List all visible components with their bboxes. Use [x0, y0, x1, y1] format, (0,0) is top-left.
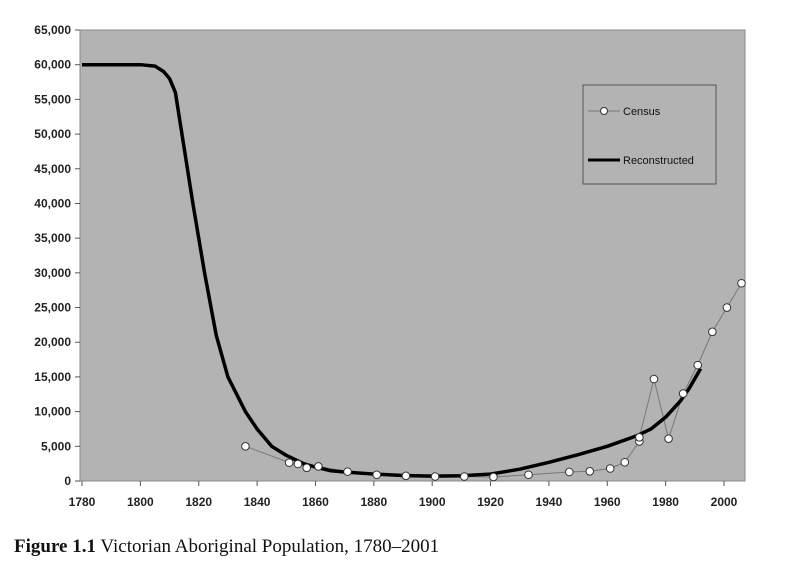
figure-caption: Figure 1.1 Victorian Aboriginal Populati…	[14, 536, 439, 558]
x-tick-label: 1860	[302, 495, 329, 509]
census-point	[314, 462, 323, 471]
census-point	[664, 434, 673, 443]
census-point	[524, 470, 533, 480]
y-tick-label: 30,000	[34, 266, 71, 280]
census-point	[293, 459, 303, 469]
x-tick-label: 1940	[536, 495, 563, 509]
x-tick-label: 2000	[711, 495, 738, 509]
population-chart: 1780 1800 1820 1840 1860 1880 1900 1920 1940 1960…	[34, 23, 746, 509]
figure-title: Victorian Aboriginal Population, 1780–20…	[100, 536, 440, 557]
census-point	[343, 467, 352, 476]
census-point	[401, 471, 411, 481]
census-point	[372, 470, 382, 480]
y-tick-label: 55,000	[34, 92, 71, 106]
census-point	[693, 360, 703, 370]
census-point	[430, 472, 440, 481]
census-point	[302, 463, 312, 473]
legend-reconstructed-label: Reconstructed	[623, 155, 694, 167]
census-point	[678, 389, 688, 398]
census-point	[649, 374, 659, 384]
y-tick-label: 50,000	[34, 127, 71, 141]
figure-number: Figure 1.1	[14, 536, 96, 557]
y-tick-label: 45,000	[34, 162, 71, 176]
x-tick-label: 1780	[69, 495, 96, 509]
x-tick-label: 1800	[127, 495, 154, 509]
y-tick-label: 10,000	[34, 405, 71, 419]
reconstructed-line	[82, 62, 703, 478]
census-point	[737, 278, 746, 288]
census-point	[708, 327, 717, 337]
y-tick-label: 25,000	[34, 301, 71, 315]
y-tick-label: 5,000	[41, 439, 71, 453]
y-tick-label: 40,000	[34, 196, 71, 210]
census-point	[620, 457, 630, 467]
x-tick-label: 1900	[419, 495, 446, 509]
x-tick-label: 1960	[594, 495, 621, 509]
legend: Census Reconstructed	[582, 84, 717, 185]
y-tick-label: 35,000	[34, 231, 71, 245]
legend-census-marker	[600, 107, 608, 115]
y-tick-label: 15,000	[34, 370, 71, 384]
census-point	[489, 472, 498, 482]
census-point	[284, 458, 294, 467]
census-point	[722, 303, 732, 312]
y-tick-label: 20,000	[34, 335, 71, 349]
x-tick-label: 1840	[244, 495, 271, 509]
census-point	[241, 442, 250, 451]
census-point	[585, 466, 595, 476]
legend-census-label: Census	[623, 106, 661, 118]
y-tick-label: 65,000	[34, 23, 71, 37]
x-tick-label: 1880	[360, 495, 387, 509]
x-tick-label: 1980	[652, 495, 679, 509]
census-point	[605, 464, 615, 473]
census-point	[635, 432, 644, 442]
y-tick-label: 60,000	[34, 58, 71, 72]
x-tick-label: 1920	[477, 495, 504, 509]
census-point	[565, 467, 574, 477]
census-point	[459, 472, 469, 481]
x-tick-label: 1820	[185, 495, 212, 509]
y-tick-label: 0	[64, 474, 71, 488]
